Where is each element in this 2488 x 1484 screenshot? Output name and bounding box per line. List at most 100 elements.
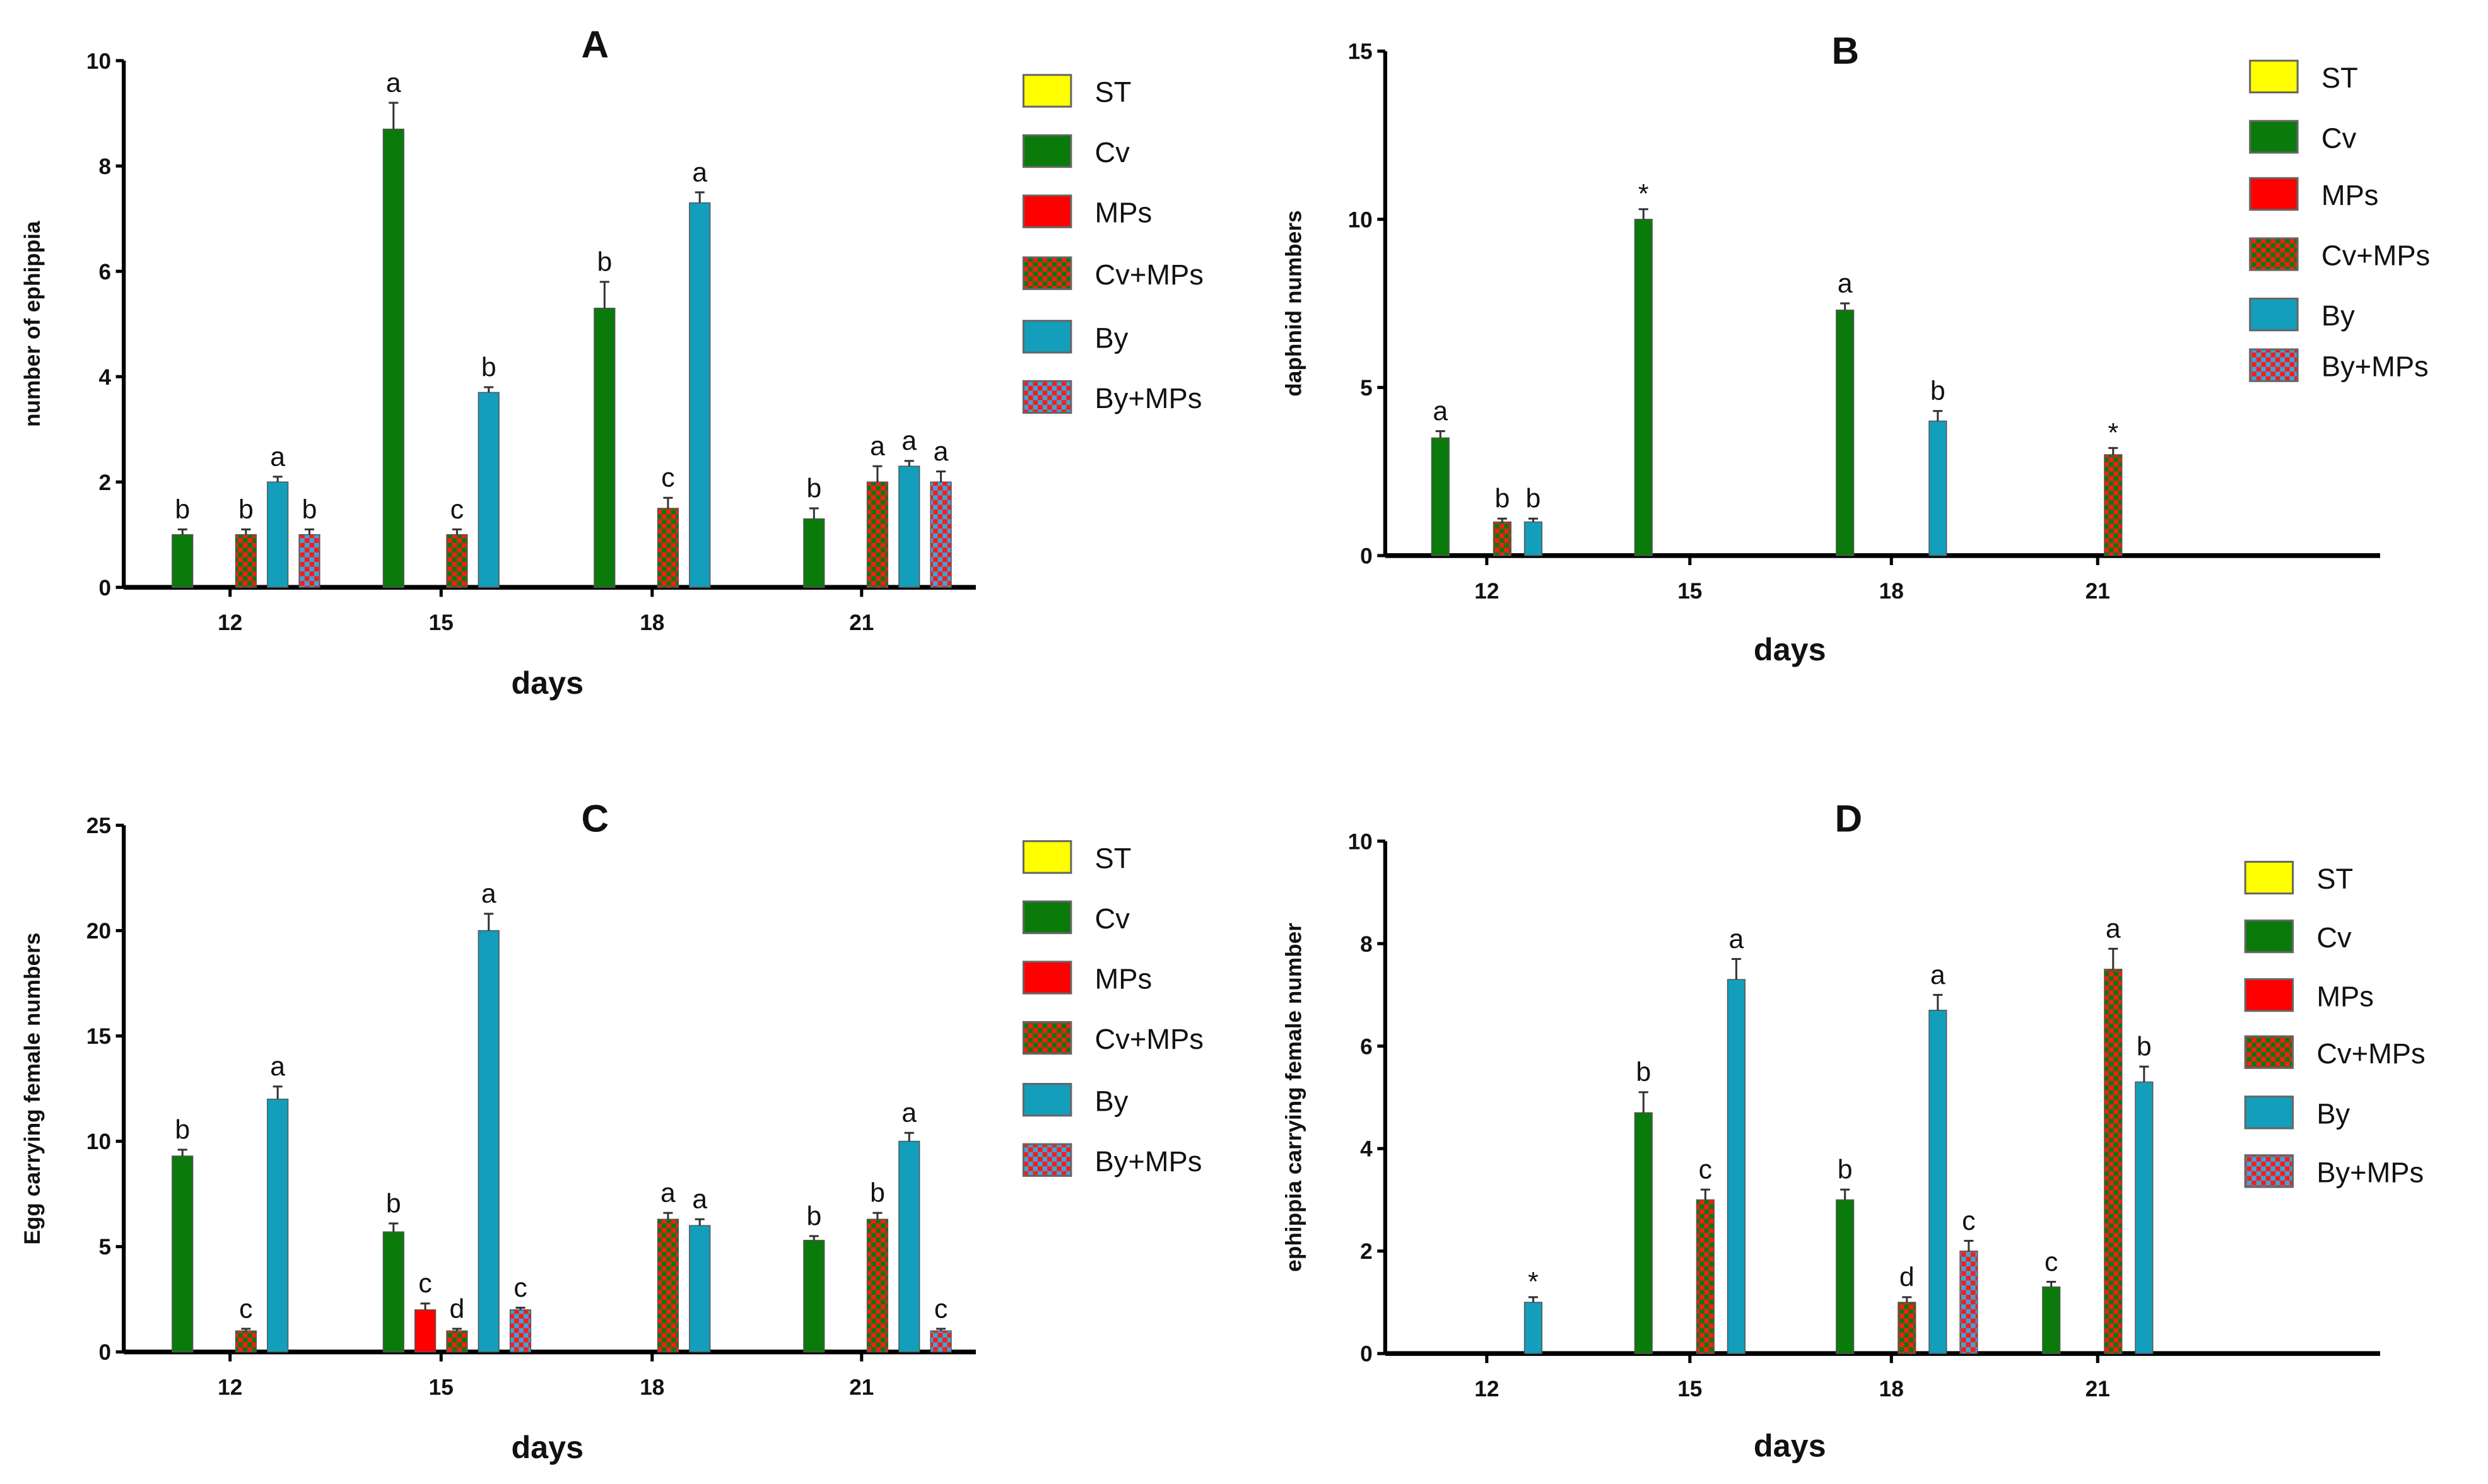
- legend-swatch-by: [1022, 320, 1072, 354]
- x-tick-label: 21: [2086, 579, 2110, 604]
- legend-swatch-cv: [1022, 900, 1072, 935]
- y-tick-label: 10: [86, 49, 111, 74]
- legend-label-by: By: [1095, 322, 1129, 354]
- significance-label: *: [1638, 179, 1649, 209]
- bar-cv-day-15: [1634, 1112, 1653, 1354]
- y-tick-label: 8: [98, 155, 111, 179]
- bar-cv-plus-mps-day-12: [1493, 521, 1511, 556]
- bar-by-plus-mps-day-18: [1959, 1250, 1978, 1354]
- x-tick-label: 18: [1879, 579, 1904, 604]
- legend-label-mps: MPs: [1095, 963, 1153, 995]
- legend-swatch-by-plus-mps: [1022, 1143, 1072, 1177]
- panel-title: D: [1835, 797, 1863, 840]
- significance-label: a: [2106, 914, 2121, 944]
- legend-label-by-plus-mps: By+MPs: [2321, 351, 2429, 383]
- y-tick-label: 8: [1360, 932, 1373, 957]
- bar-cv-plus-mps-day-21: [2104, 454, 2123, 556]
- legend-swatch-cv-plus-mps: [1022, 256, 1072, 290]
- bar-by-day-12: [267, 481, 289, 588]
- legend-swatch-cv-plus-mps: [2249, 237, 2299, 271]
- significance-label: a: [270, 1051, 285, 1082]
- x-axis-label: days: [511, 665, 584, 701]
- bar-by-day-12: [1523, 1302, 1543, 1354]
- significance-label: b: [386, 1188, 401, 1218]
- y-tick-label: 4: [98, 365, 111, 390]
- significance-label: *: [2108, 418, 2118, 448]
- significance-label: c: [661, 463, 674, 493]
- y-tick-label: 20: [86, 919, 111, 944]
- significance-label: b: [806, 473, 821, 503]
- x-tick-label: 15: [429, 1376, 454, 1400]
- significance-label: b: [870, 1178, 885, 1208]
- legend-swatch-cv: [1022, 134, 1072, 168]
- y-tick-label: 0: [98, 1340, 111, 1365]
- bar-cv-day-18: [1836, 309, 1855, 556]
- significance-label: c: [934, 1294, 948, 1324]
- bar-by-day-12: [267, 1099, 289, 1353]
- bar-cv-plus-mps-day-18: [657, 1218, 679, 1353]
- significance-label: a: [1930, 960, 1945, 990]
- bar-cv-plus-mps-day-21: [866, 1218, 889, 1353]
- legend: ST Cv MPs Cv+MPs By By+MPs: [2249, 59, 2430, 383]
- panel-d: D 0 2 4 6 8 10 12 15 18 21 days ephippia carrying fe…: [1282, 797, 2426, 1464]
- x-tick-label: 18: [640, 611, 664, 635]
- bar-cv-day-21: [803, 1239, 825, 1353]
- y-tick-label: 10: [1348, 829, 1373, 854]
- significance-label: a: [481, 879, 496, 909]
- y-axis-label: Egg carrying female numbers: [20, 933, 45, 1245]
- x-axis-label: days: [1754, 1428, 1826, 1464]
- significance-label: c: [1699, 1155, 1712, 1185]
- significance-label: c: [450, 494, 464, 525]
- significance-label: c: [2045, 1247, 2058, 1277]
- legend-swatch-mps: [1022, 194, 1072, 228]
- legend-label-mps: MPs: [1095, 197, 1153, 229]
- x-tick-label: 21: [2086, 1377, 2110, 1401]
- legend-swatch-by: [2249, 297, 2299, 332]
- significance-label: b: [1494, 484, 1510, 514]
- x-tick-label: 15: [429, 611, 454, 635]
- significance-label: a: [1728, 924, 1744, 954]
- significance-label: a: [386, 67, 401, 98]
- legend: ST Cv MPs Cv+MPs By By+MPs: [1022, 74, 1204, 414]
- y-tick-label: 10: [86, 1130, 111, 1154]
- legend-label-cv: Cv: [2316, 921, 2352, 954]
- legend-swatch-mps: [2244, 978, 2294, 1012]
- x-tick-label: 18: [1879, 1377, 1904, 1401]
- significance-label: a: [692, 157, 707, 187]
- legend-label-cv-plus-mps: Cv+MPs: [2316, 1037, 2425, 1070]
- legend-label-cv-plus-mps: Cv+MPs: [2321, 240, 2430, 272]
- legend-label-cv: Cv: [1095, 903, 1130, 935]
- y-tick-label: 0: [1360, 544, 1373, 569]
- significance-label: a: [934, 436, 949, 467]
- bar-cv-plus-mps-day-12: [235, 1330, 257, 1353]
- significance-label: d: [1899, 1262, 1915, 1292]
- x-tick-label: 15: [1677, 1377, 1702, 1401]
- legend-swatch-st: [2244, 860, 2294, 895]
- bar-cv-plus-mps-day-12: [235, 534, 257, 588]
- legend: ST Cv MPs Cv+MPs By By+MPs: [1022, 840, 1204, 1177]
- y-axis-label: ephippia carrying female number: [1282, 923, 1306, 1272]
- y-tick-label: 25: [86, 814, 111, 838]
- x-tick-label: 15: [1677, 579, 1702, 604]
- legend-swatch-st: [1022, 840, 1072, 874]
- significance-label: b: [1930, 376, 1945, 406]
- legend-swatch-cv: [2244, 919, 2294, 954]
- bar-by-day-18: [689, 1225, 711, 1353]
- legend-label-by: By: [1095, 1085, 1129, 1117]
- bar-cv-plus-mps-day-15: [1696, 1199, 1715, 1354]
- bar-by-day-15: [478, 392, 500, 588]
- bar-by-day-18: [689, 202, 711, 588]
- bar-by-day-18: [1928, 1010, 1947, 1354]
- legend-label-mps: MPs: [2321, 179, 2379, 211]
- legend-label-cv-plus-mps: Cv+MPs: [1095, 259, 1204, 291]
- y-tick-label: 5: [1360, 376, 1373, 400]
- x-tick-label: 12: [218, 611, 242, 635]
- significance-label: b: [238, 494, 254, 525]
- legend-label-st: ST: [1095, 842, 1132, 874]
- bar-cv-day-21: [2042, 1286, 2061, 1354]
- bar-cv-plus-mps-day-21: [2104, 969, 2123, 1354]
- bar-by-day-15: [1727, 979, 1746, 1354]
- significance-label: b: [302, 494, 317, 525]
- significance-label: b: [2137, 1032, 2152, 1062]
- significance-label: a: [660, 1178, 676, 1208]
